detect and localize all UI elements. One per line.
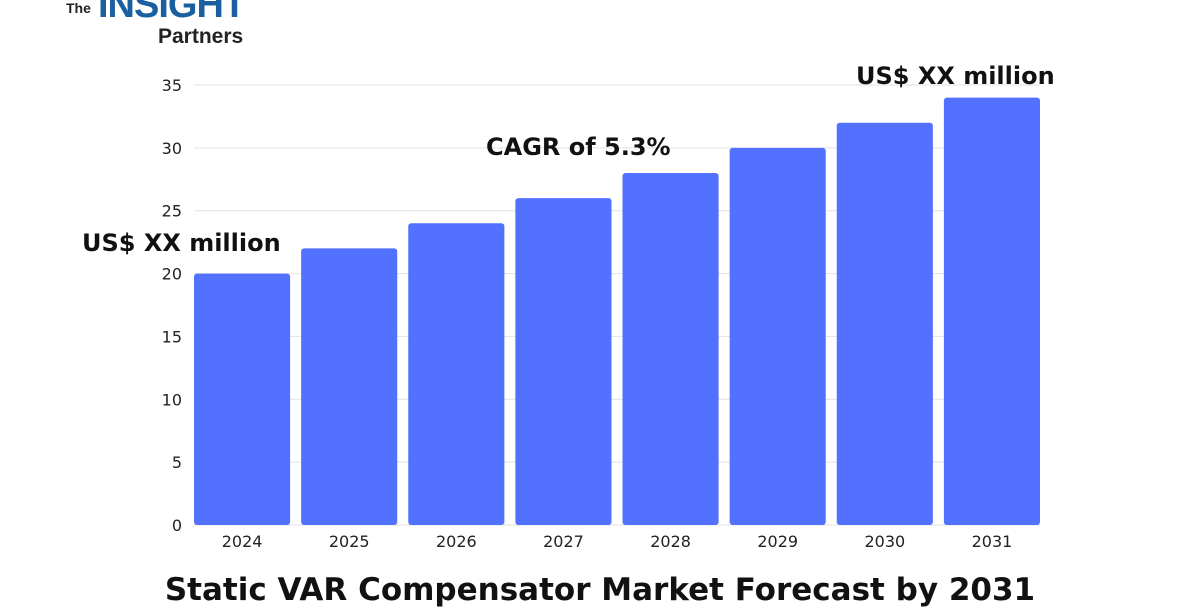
y-tick-label: 30 [162,139,182,158]
bar-2028 [622,173,719,525]
y-tick-label: 10 [162,390,182,409]
bar-2025 [301,248,398,525]
y-tick-label: 35 [162,76,182,95]
bar-2026 [408,223,505,526]
logo: The INSIGHT Partners [66,0,296,50]
chart-title: Static VAR Compensator Market Forecast b… [164,572,1036,608]
bar-2029 [729,147,826,525]
y-tick-label: 5 [172,453,182,472]
y-tick-label: 15 [162,327,182,346]
bar-2030 [836,122,933,525]
y-tick-label: 20 [162,265,182,284]
x-tick-label: 2028 [650,532,691,551]
start-value-annotation: US$ XX million [82,229,281,257]
logo-partners: Partners [158,25,244,48]
x-tick-label: 2031 [972,532,1013,551]
x-tick-label: 2025 [329,532,370,551]
logo-the: The [66,0,91,16]
x-tick-label: 2027 [543,532,584,551]
bar-2031 [943,97,1040,526]
x-tick-label: 2024 [222,532,263,551]
cagr-annotation: CAGR of 5.3% [486,133,671,161]
x-tick-label: 2026 [436,532,477,551]
bar-2024 [194,273,291,525]
x-tick-label: 2029 [757,532,798,551]
y-tick-label: 25 [162,202,182,221]
y-tick-label: 0 [172,516,182,535]
x-tick-label: 2030 [864,532,905,551]
logo-insight: INSIGHT [98,0,246,26]
bar-2027 [515,198,612,525]
end-value-annotation: US$ XX million [856,62,1055,90]
